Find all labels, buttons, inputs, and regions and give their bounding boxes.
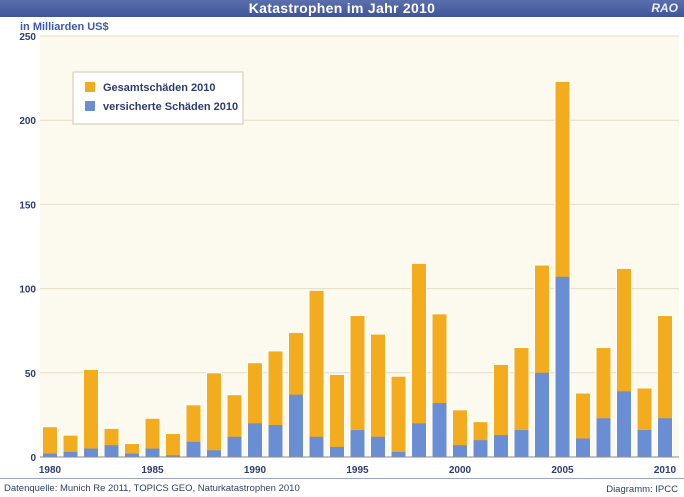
bar-insured-2003 [514, 430, 529, 457]
bar-insured-1996 [371, 436, 385, 457]
y-tick-label: 100 [19, 285, 36, 296]
bar-insured-1987 [186, 441, 201, 457]
bar-insured-2002 [494, 435, 508, 457]
bar-insured-1997 [391, 451, 406, 457]
y-tick-label: 0 [30, 453, 36, 464]
bar-insured-1980 [43, 453, 57, 457]
bar-insured-1995 [350, 430, 365, 457]
bar-insured-1993 [309, 436, 324, 457]
bar-insured-2010 [658, 418, 672, 457]
x-tick-label: 1995 [346, 465, 369, 476]
bar-insured-1985 [145, 448, 160, 457]
x-tick-label: 2010 [654, 465, 677, 476]
chart-title: Katastrophen im Jahr 2010 [248, 0, 436, 16]
bar-insured-2004 [535, 372, 549, 457]
legend-box [72, 71, 244, 125]
x-tick-label: 1990 [244, 465, 267, 476]
bar-insured-1984 [125, 453, 139, 457]
bar-total-1997 [390, 375, 407, 458]
bar-total-1994 [329, 373, 345, 458]
bar-insured-2007 [596, 418, 611, 457]
title-bar: Katastrophen im Jahr 2010 RAO [0, 0, 684, 17]
bar-total-1982 [83, 368, 99, 458]
bar-total-1980 [42, 426, 58, 458]
y-tick-label: 200 [19, 116, 36, 127]
y-axis-unit-label: in Milliarden US$ [20, 21, 109, 33]
bar-total-1988 [206, 372, 222, 458]
bar-insured-1991 [268, 425, 283, 457]
bar-insured-2008 [617, 391, 631, 457]
bar-insured-1983 [104, 445, 119, 457]
x-tick-label: 2005 [551, 465, 574, 476]
bar-total-1993 [308, 289, 325, 458]
bar-insured-1989 [227, 436, 242, 457]
legend-swatch-insured [85, 101, 95, 111]
bar-chart: 0 50 100 150 200 250 1980 1985 1990 1995 2000 2005 2… [19, 21, 679, 476]
data-source-note: Datenquelle: Munich Re 2011, TOPICS GEO,… [4, 483, 300, 494]
legend: Gesamtschäden 2010 versicherte Schäden 2… [72, 71, 244, 125]
y-tick-label: 150 [19, 200, 36, 211]
bar-insured-1994 [330, 446, 344, 457]
legend-swatch-total [85, 82, 95, 92]
bar-insured-2000 [453, 445, 467, 457]
bar-insured-1986 [166, 455, 180, 457]
brand-logo: RAO [651, 1, 678, 15]
bar-insured-1998 [412, 423, 426, 457]
bar-insured-1990 [248, 423, 262, 457]
x-tick-label: 1980 [39, 465, 62, 476]
bar-insured-1982 [84, 448, 98, 457]
bar-insured-2009 [637, 430, 652, 457]
bar-total-1986 [165, 432, 181, 458]
y-tick-label: 50 [25, 369, 37, 380]
bar-insured-1992 [289, 394, 303, 457]
bar-insured-1981 [63, 451, 78, 457]
bar-insured-1999 [432, 403, 447, 457]
bar-insured-2005 [555, 276, 570, 457]
bar-insured-1988 [207, 450, 221, 457]
x-tick-label: 1985 [141, 465, 164, 476]
x-tick-label: 2000 [449, 465, 472, 476]
y-tick-label: 250 [19, 32, 36, 43]
footer: Datenquelle: Munich Re 2011, TOPICS GEO,… [0, 478, 684, 497]
legend-label-insured: versicherte Schäden 2010 [103, 101, 238, 113]
legend-label-total: Gesamtschäden 2010 [103, 82, 216, 94]
bar-insured-2001 [473, 440, 488, 457]
bar-insured-2006 [576, 438, 590, 457]
diagram-credit: Diagramm: IPCC [606, 484, 678, 495]
